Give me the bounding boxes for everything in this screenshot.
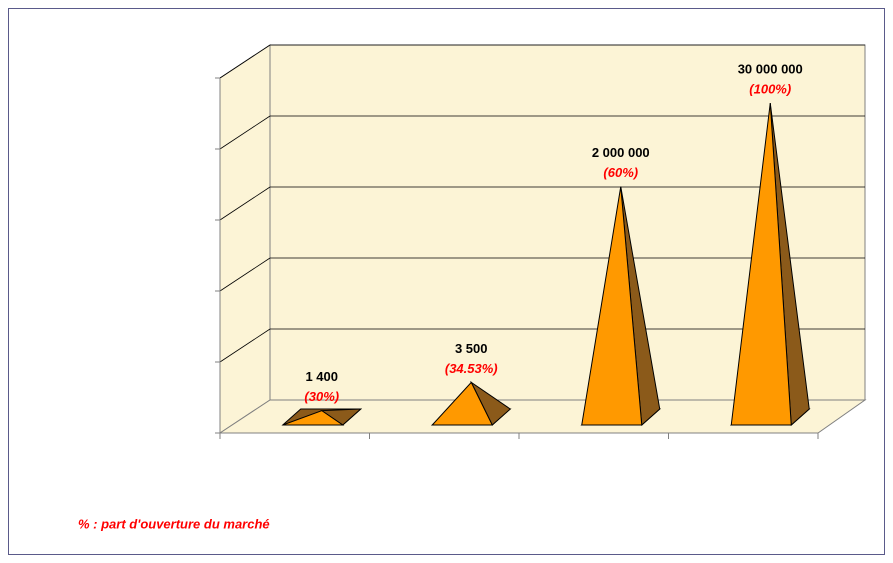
value-label: 1 400 xyxy=(305,369,338,384)
pyramid-front xyxy=(581,186,643,426)
grid-line xyxy=(219,186,271,221)
share-label: (60%) xyxy=(603,165,638,180)
share-label: (34.53%) xyxy=(445,361,498,376)
share-label: (30%) xyxy=(304,389,339,404)
pyramid-front xyxy=(282,410,345,426)
value-label: 2 000 000 xyxy=(592,145,650,160)
grid-line xyxy=(219,257,271,292)
value-label: 30 000 000 xyxy=(738,62,803,77)
share-label: (100%) xyxy=(749,82,791,97)
footnote: % : part d'ouverture du marché xyxy=(78,516,270,531)
value-label: 3 500 xyxy=(455,341,488,356)
grid-line xyxy=(219,328,271,363)
grid-line xyxy=(219,44,271,79)
grid-line xyxy=(219,115,271,150)
pyramid-front xyxy=(730,103,792,426)
side-wall xyxy=(219,44,271,434)
pyramid-front xyxy=(431,381,494,426)
